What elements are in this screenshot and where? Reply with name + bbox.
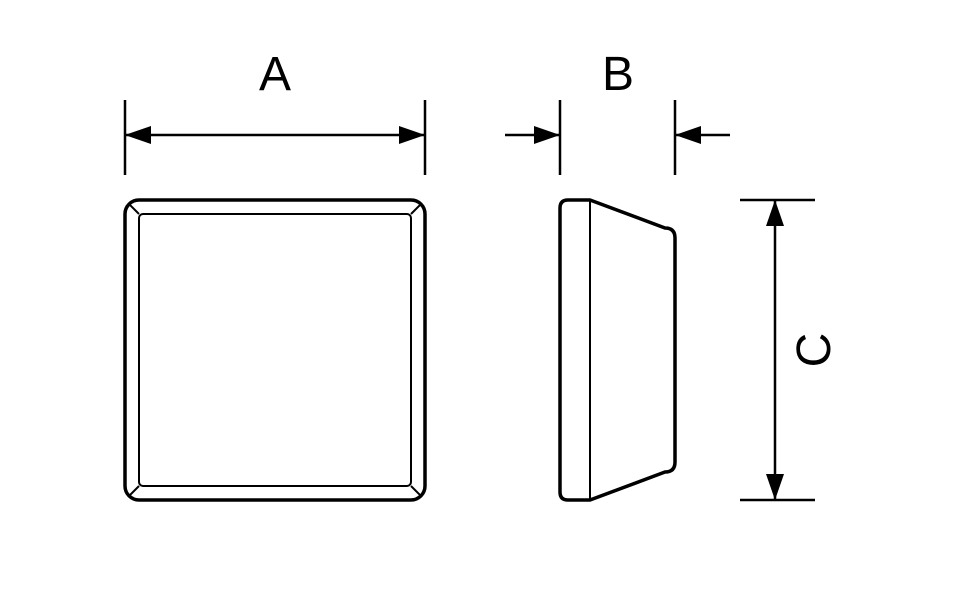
dim-arrow [766,474,784,500]
dim-arrow [766,200,784,226]
dim-arrow [399,126,425,144]
dim-arrow [534,126,560,144]
dim-arrow [125,126,151,144]
dim-arrow [675,126,701,144]
dim-label-a: A [259,48,291,101]
dim-label-b: B [602,48,634,101]
side-view-outline [560,200,675,500]
front-view-outer [125,200,425,500]
dim-label-c: C [788,333,841,368]
